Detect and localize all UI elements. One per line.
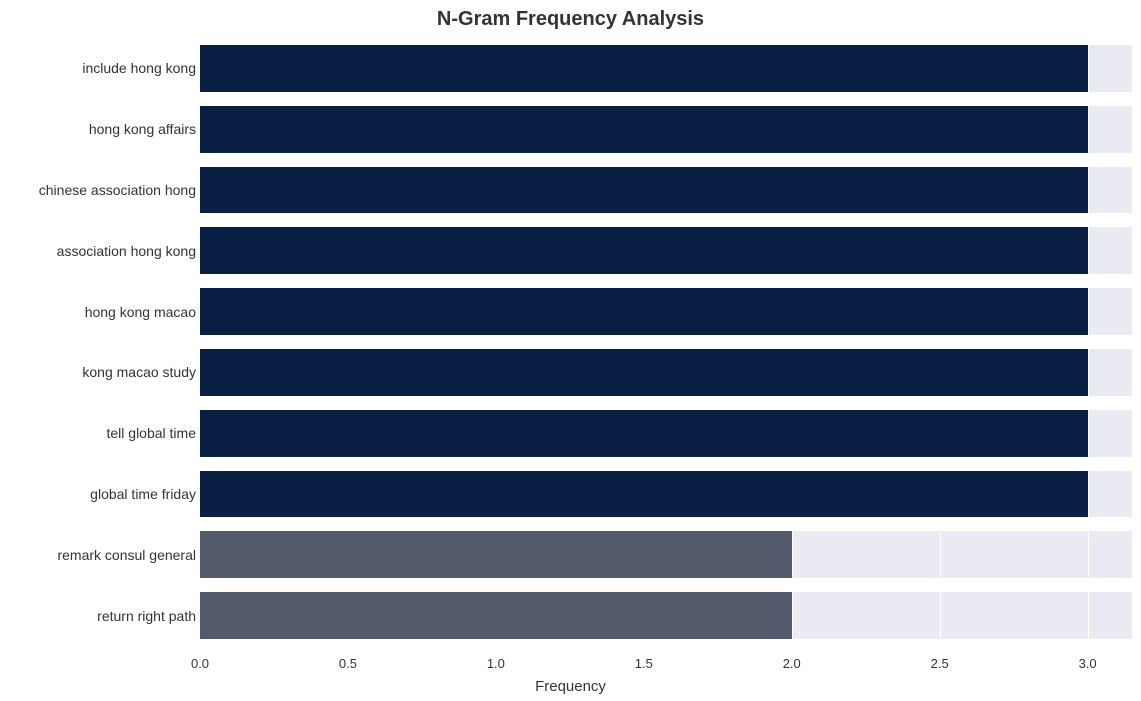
grid-band (200, 153, 1132, 167)
bar (200, 410, 1088, 457)
grid-band (200, 578, 1132, 592)
ytick-label: remark consul general (0, 547, 196, 563)
xtick-label: 2.0 (783, 656, 801, 671)
ytick-label: hong kong macao (0, 304, 196, 320)
bar (200, 45, 1088, 92)
xtick-label: 0.5 (339, 656, 357, 671)
chart-title: N-Gram Frequency Analysis (0, 8, 1141, 31)
bar (200, 227, 1088, 274)
xtick-label: 3.0 (1079, 656, 1097, 671)
xtick-label: 1.0 (487, 656, 505, 671)
ytick-label: chinese association hong (0, 182, 196, 198)
ytick-label: tell global time (0, 425, 196, 441)
grid-line (1088, 38, 1089, 646)
xtick-label: 1.5 (635, 656, 653, 671)
ytick-label: kong macao study (0, 364, 196, 380)
ytick-label: association hong kong (0, 243, 196, 259)
bar (200, 471, 1088, 518)
grid-band (200, 92, 1132, 106)
bar (200, 106, 1088, 153)
bar (200, 167, 1088, 214)
xaxis-label: Frequency (0, 678, 1141, 695)
ytick-label: hong kong affairs (0, 121, 196, 137)
grid-band (200, 457, 1132, 471)
bar (200, 288, 1088, 335)
grid-band (200, 274, 1132, 288)
grid-band (200, 335, 1132, 349)
ytick-label: include hong kong (0, 60, 196, 76)
grid-band (200, 213, 1132, 227)
plot-area (200, 38, 1132, 646)
bar (200, 349, 1088, 396)
grid-band (200, 396, 1132, 410)
grid-band (200, 639, 1132, 646)
ytick-label: return right path (0, 608, 196, 624)
bar (200, 592, 792, 639)
bar (200, 531, 792, 578)
grid-band (200, 38, 1132, 45)
ytick-label: global time friday (0, 486, 196, 502)
grid-band (200, 517, 1132, 531)
xtick-label: 0.0 (191, 656, 209, 671)
xtick-label: 2.5 (931, 656, 949, 671)
